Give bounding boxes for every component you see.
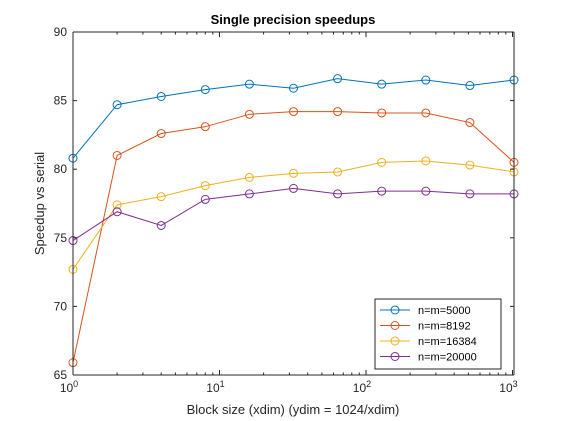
data-point [200, 194, 210, 204]
data-point [112, 150, 122, 160]
x-tick-label: 103 [499, 379, 517, 395]
data-point [421, 108, 431, 118]
data-point [465, 189, 475, 199]
data-point [421, 75, 431, 85]
data-point [200, 85, 210, 95]
data-point [421, 156, 431, 166]
data-point [333, 189, 343, 199]
data-point [289, 168, 298, 178]
series-layer [68, 74, 519, 368]
y-tick-label: 65 [54, 368, 68, 382]
data-point [289, 83, 298, 93]
data-point [244, 189, 254, 199]
data-point [156, 192, 166, 202]
chart-title: Single precision speedups [211, 12, 376, 27]
legend-label: n=m=8192 [418, 321, 471, 333]
axes-layer [72, 31, 515, 376]
legend-marker [390, 336, 400, 346]
legend-label: n=m=5000 [418, 305, 471, 317]
data-point [112, 100, 122, 110]
data-point [289, 107, 298, 117]
x-axis-label: Block size (xdim) (ydim = 1024/xdim) [187, 402, 400, 417]
data-point [244, 109, 254, 119]
series-2 [68, 107, 519, 368]
y-tick-label: 70 [54, 299, 68, 313]
legend-entry: n=m=16384 [380, 336, 477, 348]
data-point [156, 220, 166, 230]
series-4 [68, 183, 519, 246]
series-line [72, 111, 515, 363]
series-line [72, 78, 515, 159]
data-point [289, 183, 298, 193]
data-point [465, 118, 475, 128]
x-tick-label: 102 [353, 379, 371, 395]
data-point [377, 79, 387, 89]
data-point [465, 81, 475, 91]
x-tick-label: 100 [60, 379, 78, 395]
legend-marker [390, 321, 400, 330]
data-point [244, 172, 254, 182]
data-point [244, 79, 254, 89]
data-point [333, 167, 343, 177]
data-point [465, 160, 475, 170]
data-point [200, 181, 210, 191]
data-point [112, 207, 122, 217]
y-axis-label: Speedup vs serial [32, 152, 47, 255]
series-line [72, 187, 514, 241]
data-point [112, 200, 122, 210]
legend-marker [390, 305, 400, 315]
data-point [200, 122, 210, 132]
series-line [72, 160, 515, 270]
y-tick-label: 85 [54, 94, 68, 108]
legend: n=m=5000 n=m=8192 n=m=16384 n=m=20000 [374, 298, 502, 370]
legend-label: n=m=20000 [418, 352, 477, 364]
data-point [333, 74, 343, 84]
data-point [156, 129, 166, 139]
legend-label: n=m=16384 [418, 336, 477, 348]
data-point [421, 186, 431, 196]
legend-entry: n=m=5000 [380, 305, 471, 317]
data-point [333, 107, 343, 117]
legend-entry: n=m=8192 [380, 321, 471, 333]
y-tick-label: 80 [54, 162, 68, 176]
ticks-layer: 65 70 75 80 85 90 100 101 102 103 [54, 25, 518, 395]
y-tick-label: 90 [54, 25, 68, 39]
data-point [156, 91, 166, 101]
x-tick-label: 101 [206, 379, 224, 395]
data-point [377, 157, 387, 167]
legend-entry: n=m=20000 [380, 352, 477, 364]
legend-marker [390, 352, 400, 361]
data-point [377, 108, 387, 118]
data-point [377, 186, 387, 196]
y-tick-label: 75 [54, 231, 68, 245]
legend-box [374, 298, 502, 370]
